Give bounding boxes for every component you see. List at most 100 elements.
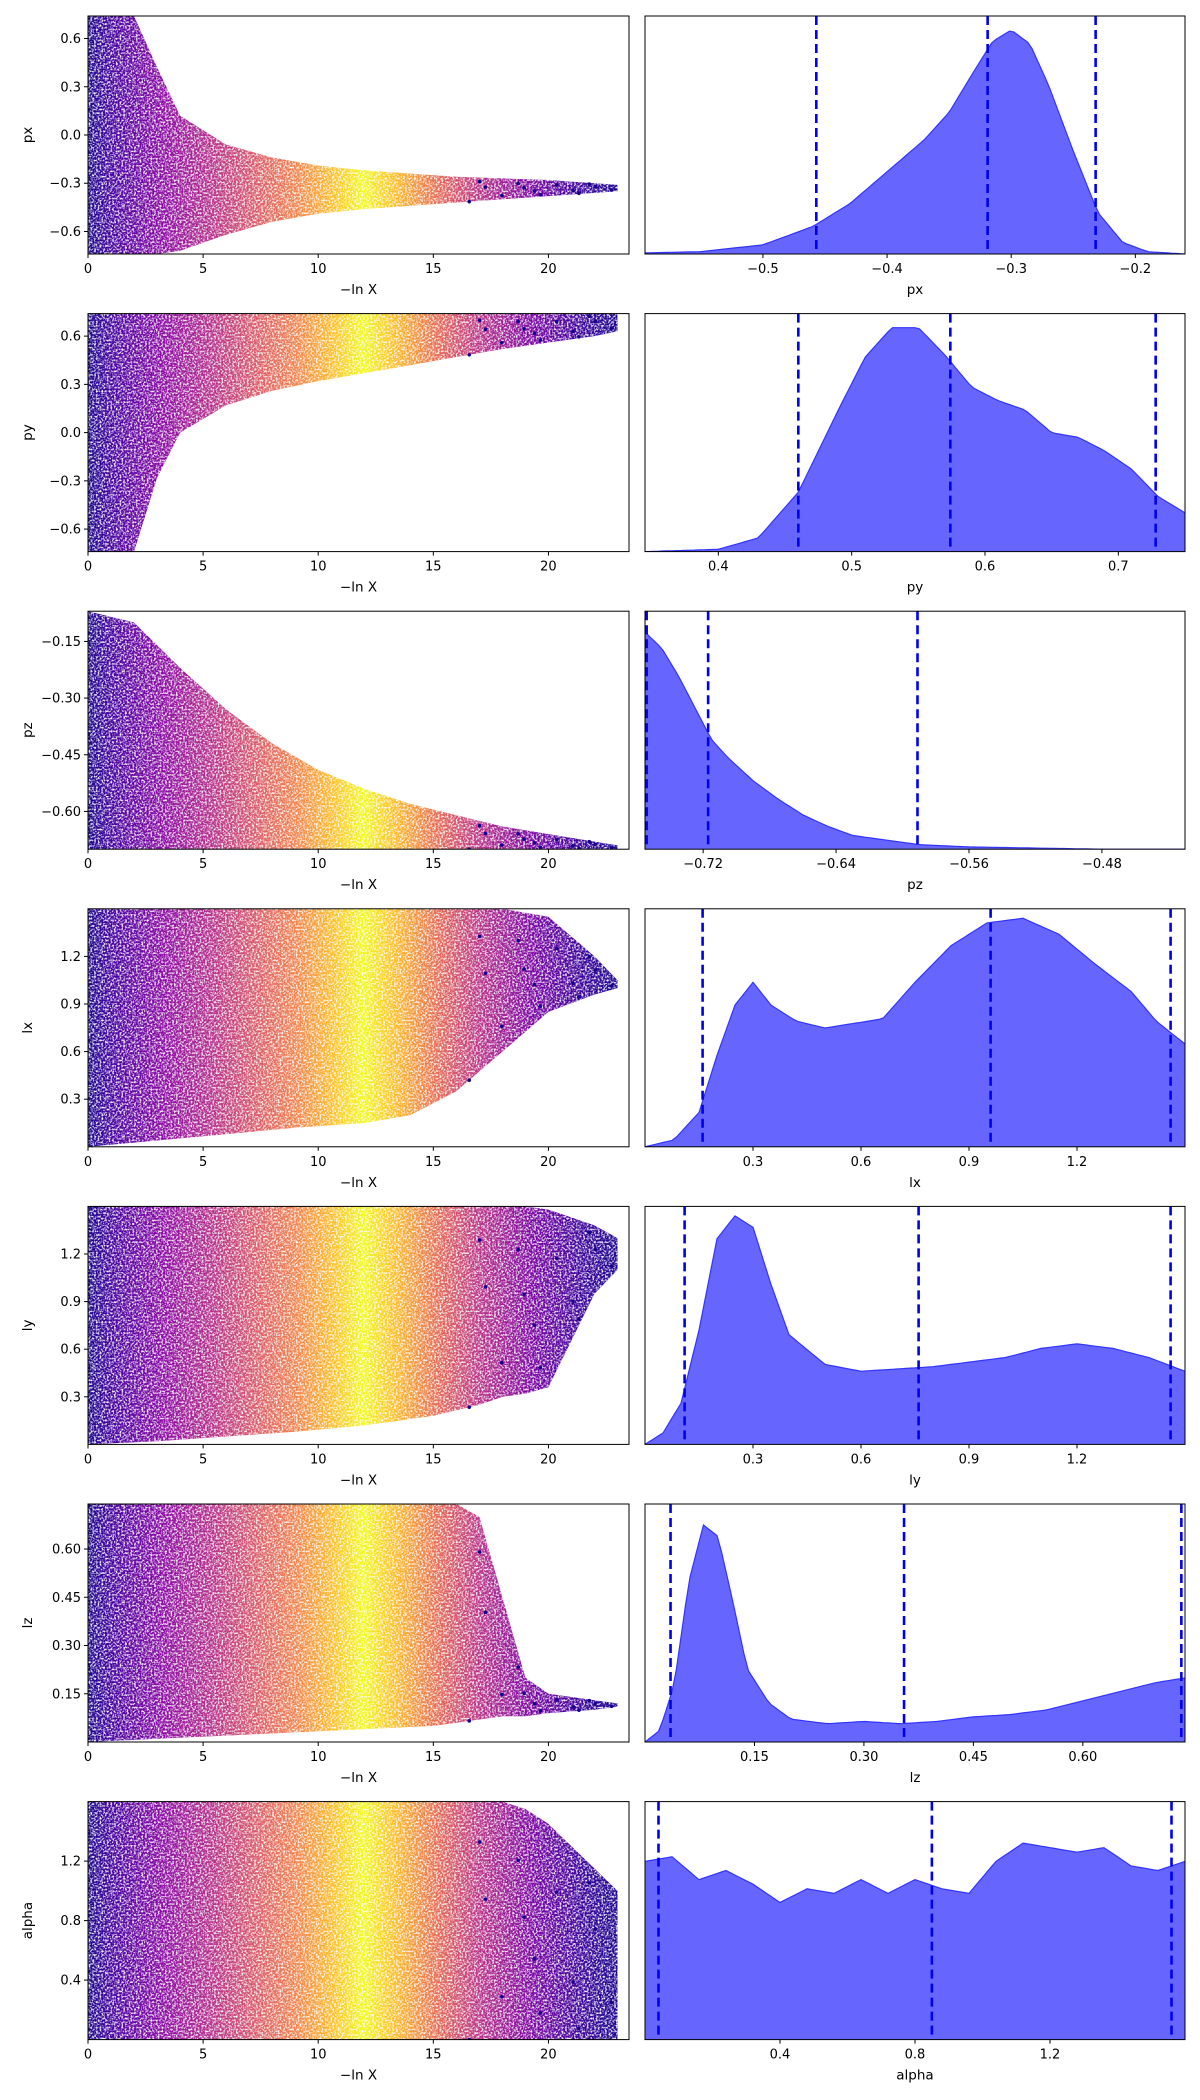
lx-trace-ytick-label: 0.6 (60, 1045, 81, 1060)
pz-posterior-xtick-label: −0.48 (1082, 857, 1122, 872)
py-trace-point (577, 335, 581, 339)
alpha-trace-point (516, 1858, 520, 1863)
px-trace-sample-gaps (88, 16, 618, 254)
lx-trace-point (609, 984, 614, 988)
lz-trace-xtick-label: 5 (199, 1750, 207, 1765)
lx-trace-point (467, 1078, 472, 1082)
lz-trace-point (522, 1691, 526, 1696)
py-trace-ytick-label: −0.6 (49, 523, 81, 538)
alpha-trace-xtick-label: 5 (199, 2048, 207, 2063)
py-trace-point (500, 340, 504, 345)
px-trace-ytick-label: 0.6 (60, 32, 81, 47)
py-trace-point (587, 314, 592, 318)
pz-posterior-xlabel: pz (907, 877, 923, 893)
lx-trace-point (483, 971, 488, 976)
lx-trace-panel: 0 5 10 15 20 −ln X 1.2 0.9 0.6 0.3 lx (20, 908, 630, 1191)
lz-trace-xtick-label: 10 (310, 1750, 327, 1765)
px-trace-ytick-label: 0.3 (60, 80, 81, 95)
pz-trace-point (522, 837, 526, 841)
lz-posterior-panel: 0.15 0.30 0.45 0.60 lz (644, 1503, 1186, 1786)
lx-trace-ytick-label: 1.2 (60, 950, 81, 965)
lz-posterior-xlabel: lz (910, 1770, 921, 1786)
lx-posterior-density-area (645, 918, 1185, 1147)
pz-trace-point (571, 844, 575, 848)
pz-trace-ylabel: pz (20, 722, 36, 738)
lx-trace-xtick-label: 15 (425, 1155, 442, 1170)
pz-trace-point (483, 831, 488, 836)
ly-trace-xtick-label: 10 (310, 1452, 327, 1467)
lz-trace-xlabel: −ln X (340, 1770, 377, 1786)
px-trace-point (516, 181, 520, 186)
py-posterior-density-line (645, 327, 1185, 552)
ly-trace-point (522, 1292, 526, 1297)
lx-posterior-xtick-label: 1.2 (1067, 1155, 1088, 1170)
lx-trace-point (554, 946, 559, 951)
ly-trace-sample-gaps (88, 1206, 618, 1445)
lz-posterior-frame (644, 1503, 1186, 1743)
py-trace-xtick-label: 0 (84, 560, 92, 575)
px-trace-ytick-label: −0.6 (49, 225, 81, 240)
lx-trace-xtick-label: 20 (540, 1155, 557, 1170)
pz-trace-xtick-label: 15 (425, 857, 442, 872)
lz-trace-sample-gaps (88, 1504, 618, 1742)
px-posterior-density-area (645, 31, 1185, 254)
py-trace-point (538, 338, 543, 342)
ly-posterior-xlabel: ly (909, 1472, 921, 1488)
pz-trace-point (538, 845, 543, 850)
lx-trace-point (516, 938, 520, 943)
pz-posterior-xtick-label: −0.56 (949, 857, 989, 872)
alpha-trace-ytick-label: 0.8 (60, 1914, 81, 1929)
py-posterior-panel: 0.4 0.5 0.6 0.7 py (644, 313, 1186, 596)
alpha-trace-xtick-label: 0 (84, 2048, 92, 2063)
px-trace-point (532, 188, 537, 193)
py-posterior-frame (644, 313, 1186, 553)
pz-trace-point (577, 846, 581, 850)
px-trace-point (522, 186, 526, 190)
lx-trace-point (587, 955, 592, 959)
pz-trace-ytick-label: −0.45 (41, 748, 81, 763)
py-trace-point (532, 331, 537, 336)
pz-trace-frame (87, 610, 630, 850)
ly-trace-xtick-label: 20 (540, 1452, 557, 1467)
lz-trace-ytick-label: 0.30 (52, 1639, 81, 1654)
lx-posterior-xtick-label: 0.9 (959, 1155, 980, 1170)
py-trace-point (522, 327, 526, 331)
lz-trace-point (571, 1705, 575, 1709)
lx-trace-ytick-label: 0.3 (60, 1093, 81, 1108)
pz-posterior-xtick-label: −0.72 (683, 857, 723, 872)
py-posterior-xlabel: py (907, 580, 924, 596)
py-trace-xtick-label: 5 (199, 560, 207, 575)
lx-posterior-panel: 0.3 0.6 0.9 1.2 lx (644, 908, 1186, 1191)
ly-trace-point (554, 1256, 559, 1261)
alpha-posterior-panel: 0.4 0.8 1.2 alpha (644, 1801, 1186, 2084)
pz-trace-point (532, 841, 537, 845)
py-trace-point (593, 319, 598, 324)
px-trace-point (554, 183, 559, 187)
lx-posterior-density-line (645, 917, 1185, 1147)
px-trace-xtick-label: 20 (540, 262, 557, 277)
lx-trace-point (532, 982, 537, 987)
py-trace-ytick-label: 0.6 (60, 330, 81, 345)
alpha-trace-point (500, 1994, 504, 1999)
alpha-posterior-density-area (645, 1843, 1185, 2040)
lz-trace-point (577, 1708, 581, 1712)
px-trace-xtick-label: 10 (310, 262, 327, 277)
pz-trace-point (593, 842, 598, 847)
py-trace-xtick-label: 20 (540, 560, 557, 575)
px-trace-point (477, 179, 482, 184)
px-trace-panel: 0 5 10 15 20 −ln X 0.6 0.3 0.0 −0.3 −0.6 px (20, 15, 630, 298)
py-trace-xtick-label: 10 (310, 560, 327, 575)
lz-trace-point (532, 1702, 537, 1706)
lx-trace-frame (87, 908, 630, 1148)
alpha-trace-point (554, 1890, 559, 1894)
py-trace-ylabel: py (20, 424, 36, 441)
lx-trace-point (522, 967, 526, 971)
alpha-trace-xtick-label: 15 (425, 2048, 442, 2063)
py-trace-point (467, 352, 472, 357)
lz-trace-point (483, 1610, 488, 1615)
ly-trace-point (593, 1247, 598, 1252)
lz-posterior-xtick-label: 0.15 (740, 1750, 769, 1765)
alpha-trace-ytick-label: 1.2 (60, 1855, 81, 1870)
lz-trace-point (554, 1698, 559, 1702)
alpha-posterior-density-line (645, 1842, 1185, 1904)
